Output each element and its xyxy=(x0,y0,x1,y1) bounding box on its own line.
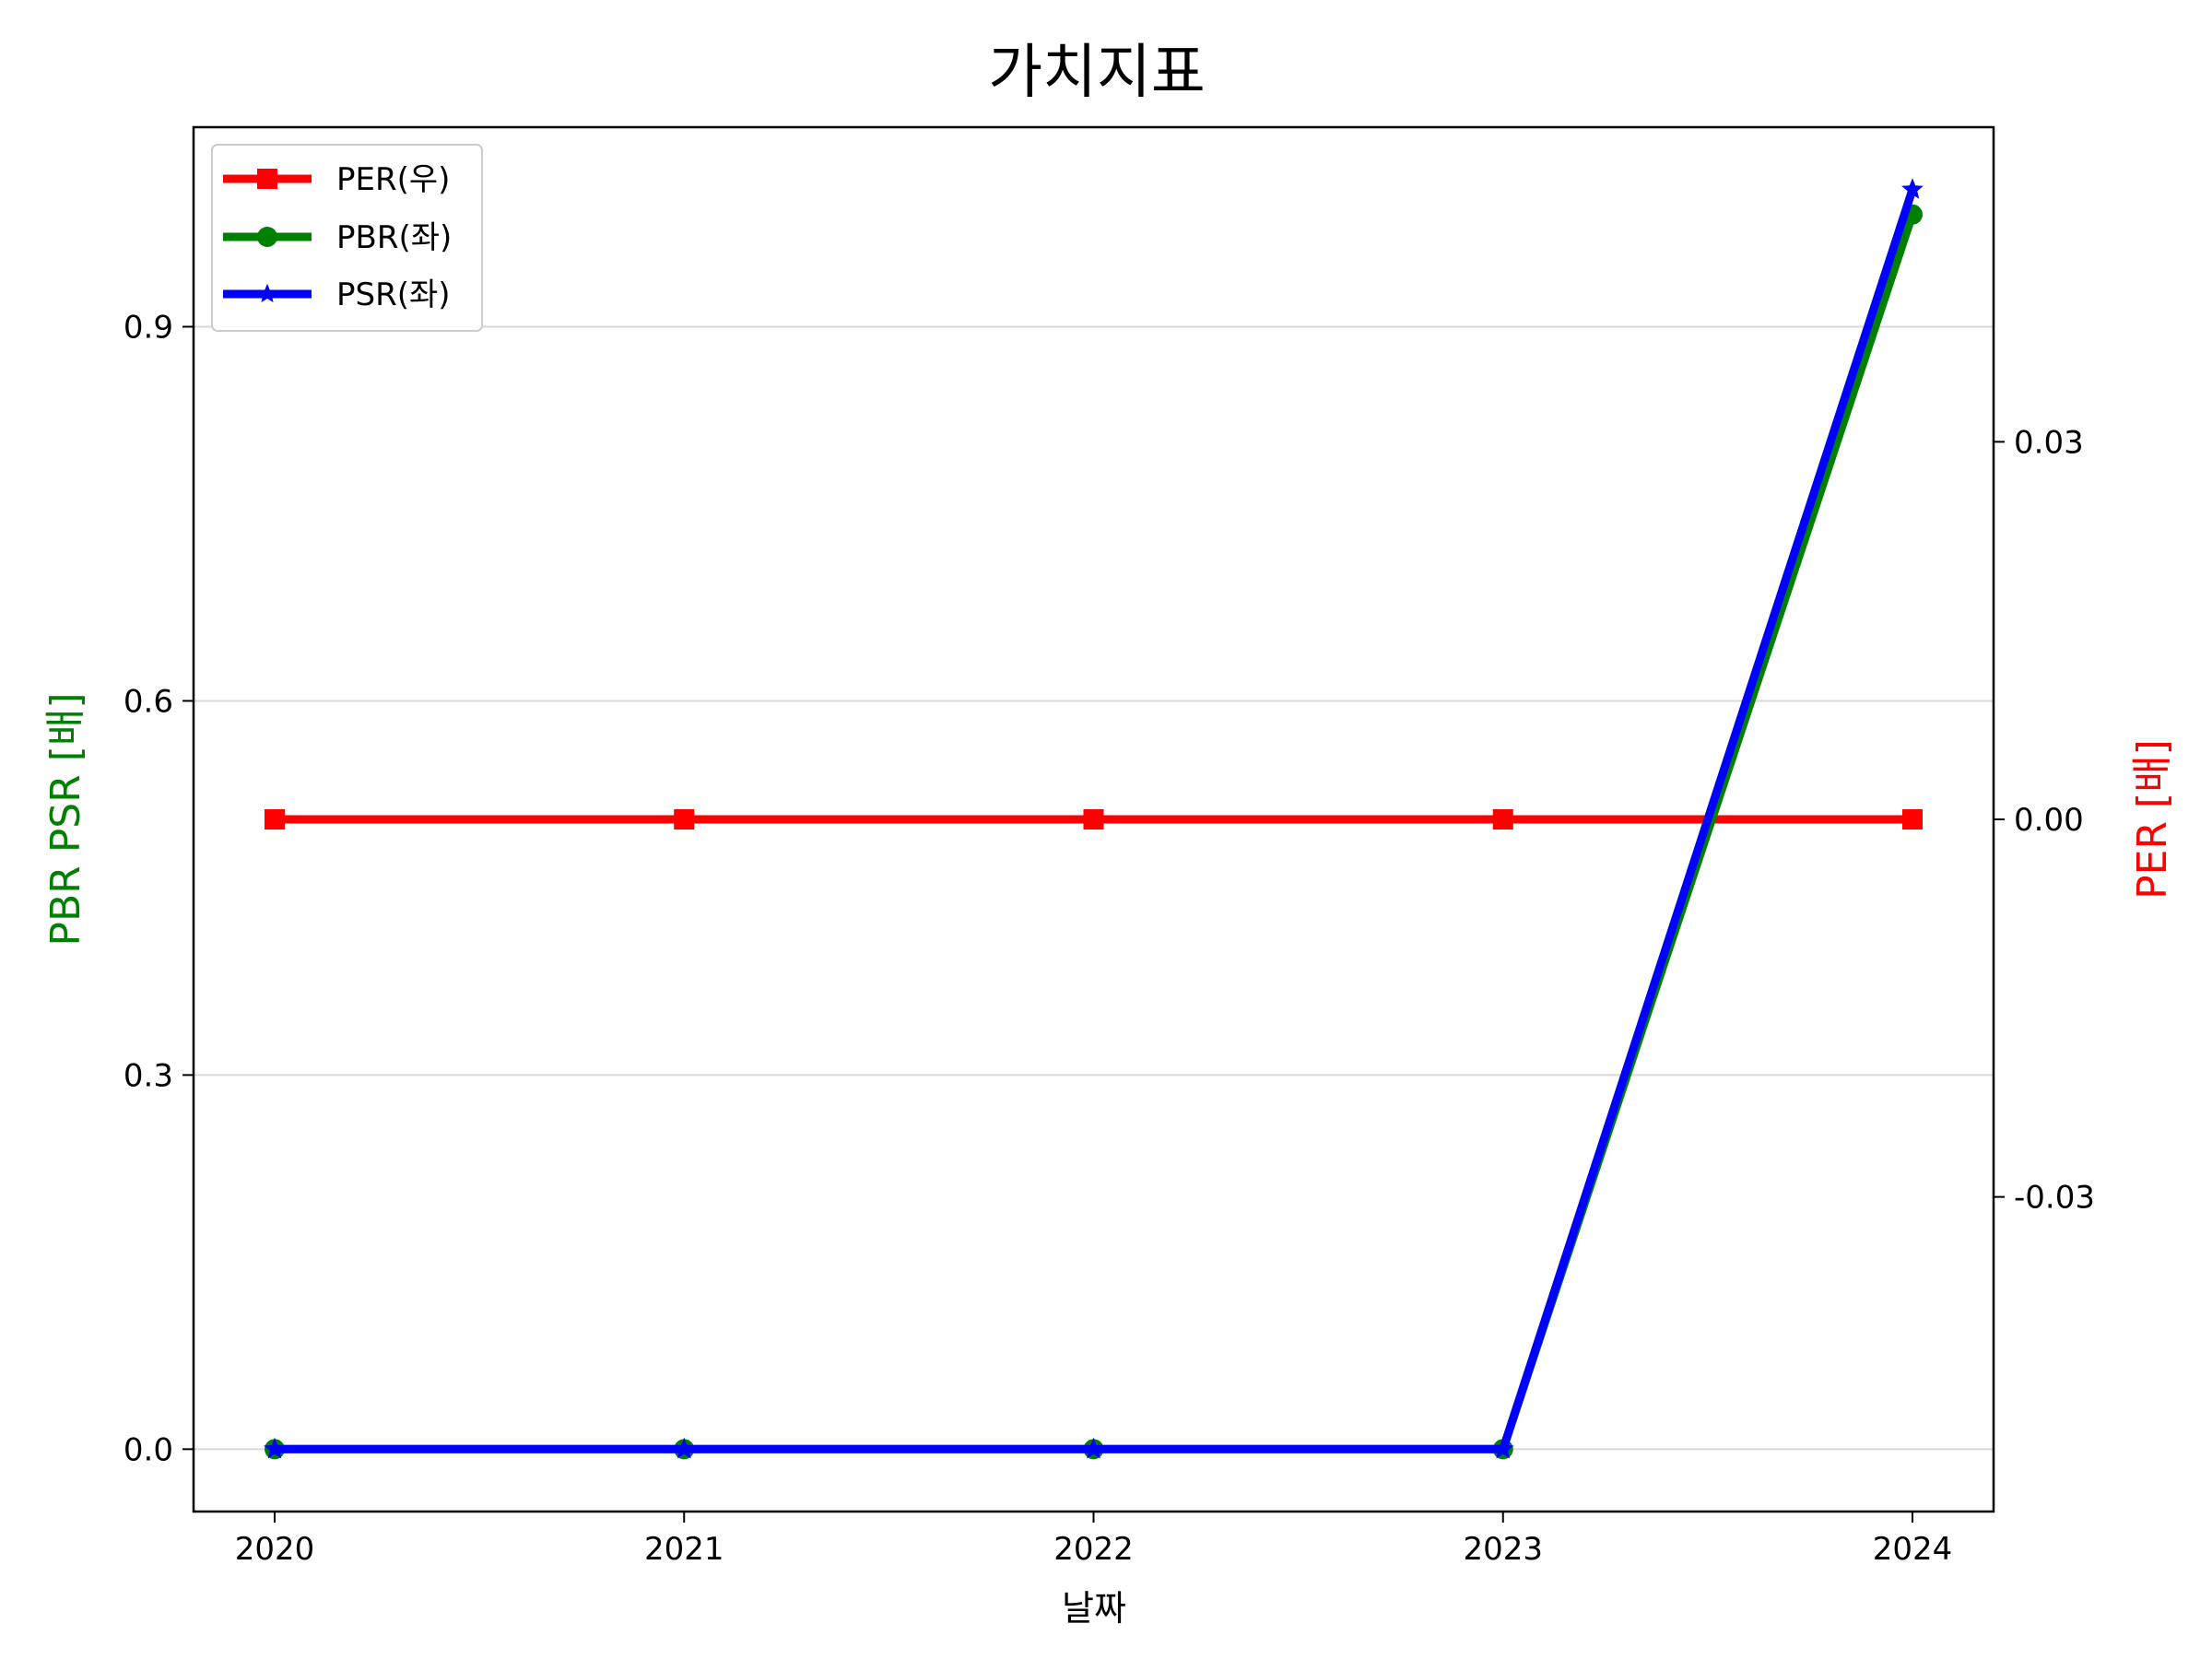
y-axis-right-ticks: -0.03 0.00 0.03 xyxy=(1994,424,2095,1217)
chart-title: 가치지표 xyxy=(988,39,1206,107)
y-right-tick-label: 0.00 xyxy=(2014,802,2084,839)
y-left-tick-label: 0.3 xyxy=(124,1057,173,1094)
legend-label: PSR(좌) xyxy=(336,276,451,313)
data-point xyxy=(1902,809,1923,830)
series-PSR(좌) xyxy=(264,178,1924,1459)
data-point xyxy=(1083,809,1104,830)
data-point xyxy=(1492,809,1513,830)
data-point xyxy=(1082,1437,1105,1459)
x-tick-label: 2024 xyxy=(1873,1531,1953,1568)
y-right-tick-label: 0.03 xyxy=(2014,424,2084,461)
legend-marker xyxy=(257,169,277,189)
legend-marker xyxy=(257,227,277,247)
series-line xyxy=(275,213,1917,1453)
series-PBR(좌) xyxy=(265,204,1923,1460)
y-left-tick-label: 0.9 xyxy=(124,310,173,347)
y-right-tick-label: -0.03 xyxy=(2014,1180,2095,1217)
legend-box xyxy=(211,144,483,332)
data-point xyxy=(264,1437,286,1459)
data-point xyxy=(1901,178,1924,199)
legend-item: PBR(좌) xyxy=(223,219,452,256)
x-tick-label: 2022 xyxy=(1053,1531,1134,1568)
x-axis-label: 날짜 xyxy=(1062,1588,1126,1629)
data-point xyxy=(674,809,695,830)
legend-label: PBR(좌) xyxy=(336,219,452,256)
data-point xyxy=(265,809,285,830)
x-tick-label: 2020 xyxy=(235,1531,315,1568)
series-layer xyxy=(264,178,1924,1460)
data-point xyxy=(1491,1437,1514,1459)
series-PER(우) xyxy=(265,809,1923,830)
legend-marker xyxy=(257,283,277,303)
x-tick-label: 2023 xyxy=(1463,1531,1543,1568)
data-point xyxy=(673,1437,696,1459)
y-left-tick-label: 0.0 xyxy=(124,1431,173,1468)
gridlines xyxy=(194,325,1994,1451)
legend-label: PER(우) xyxy=(336,161,450,198)
x-axis-ticks: 2020 2021 2022 2023 2024 xyxy=(235,1512,1953,1568)
y-axis-left-ticks: 0.0 0.3 0.6 0.9 xyxy=(124,310,194,1468)
y-axis-right-label: PER [배] xyxy=(2129,739,2176,900)
legend-item: PSR(좌) xyxy=(223,276,451,313)
legend-item: PER(우) xyxy=(223,161,450,198)
legend: PER(우) PBR(좌) PSR(좌) xyxy=(211,144,483,332)
y-axis-left-label: PBR PSR [배] xyxy=(42,692,89,946)
y-left-tick-label: 0.6 xyxy=(124,683,173,720)
x-tick-label: 2021 xyxy=(644,1531,724,1568)
